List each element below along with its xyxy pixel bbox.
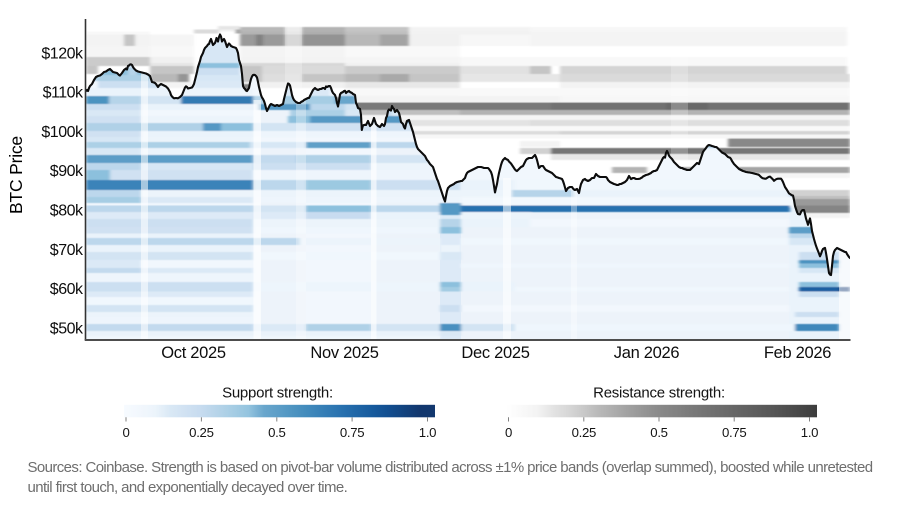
svg-text:$70k: $70k	[50, 242, 84, 259]
svg-text:until first touch, and exponen: until first touch, and exponentially dec…	[28, 479, 348, 496]
svg-text:1.0: 1.0	[801, 425, 818, 440]
svg-text:0.75: 0.75	[340, 425, 364, 440]
svg-text:$120k: $120k	[41, 45, 84, 62]
svg-text:0.5: 0.5	[268, 425, 285, 440]
svg-text:0.75: 0.75	[722, 425, 746, 440]
svg-text:0.5: 0.5	[650, 425, 667, 440]
svg-text:0.25: 0.25	[572, 425, 596, 440]
svg-text:0: 0	[505, 425, 512, 440]
svg-text:$90k: $90k	[50, 163, 84, 180]
svg-text:$60k: $60k	[50, 281, 84, 298]
svg-text:Sources: Coinbase. Strength is: Sources: Coinbase. Strength is based on …	[28, 459, 873, 476]
svg-text:1.0: 1.0	[419, 425, 436, 440]
svg-text:Feb 2026: Feb 2026	[764, 344, 831, 362]
svg-text:0: 0	[122, 425, 129, 440]
svg-text:$80k: $80k	[50, 203, 84, 220]
svg-text:Resistance strength:: Resistance strength:	[593, 385, 725, 402]
svg-text:Dec 2025: Dec 2025	[461, 344, 529, 362]
svg-text:Oct 2025: Oct 2025	[161, 344, 226, 362]
svg-text:$50k: $50k	[50, 320, 84, 337]
svg-text:$110k: $110k	[43, 85, 84, 102]
svg-text:Support strength:: Support strength:	[222, 385, 333, 402]
svg-text:BTC Price: BTC Price	[6, 136, 26, 214]
svg-text:Nov 2025: Nov 2025	[310, 344, 378, 362]
svg-text:$100k: $100k	[41, 124, 84, 141]
svg-text:0.25: 0.25	[189, 425, 213, 440]
svg-text:Jan 2026: Jan 2026	[614, 344, 680, 362]
